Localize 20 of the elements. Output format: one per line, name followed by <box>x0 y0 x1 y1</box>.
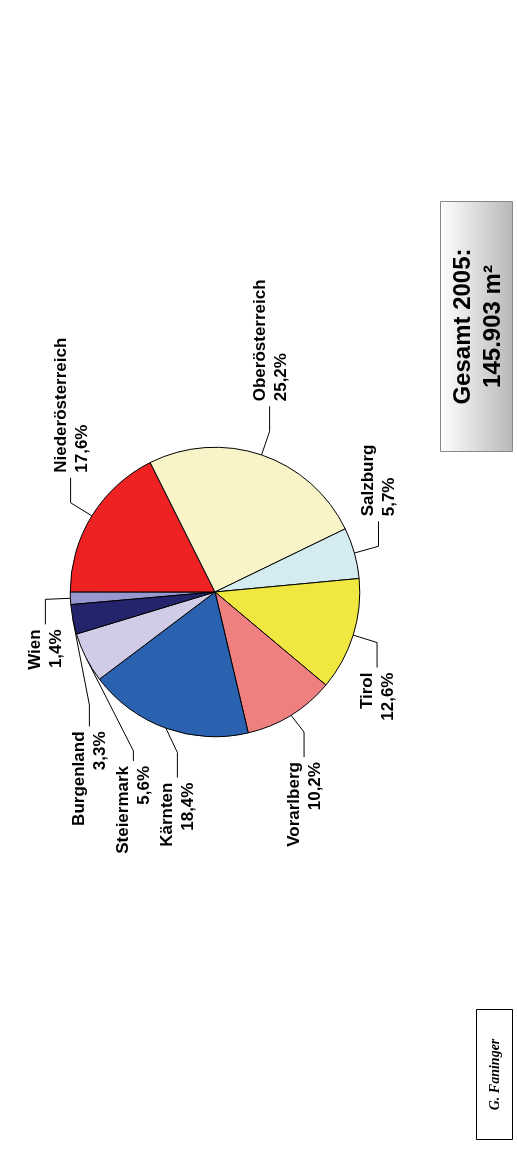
slice-label: Wien <box>25 629 45 670</box>
slice-label: Tirol <box>357 672 377 710</box>
data-label: 3,3% <box>90 731 110 771</box>
slice-label: Vorarlberg <box>284 762 304 847</box>
data-label: 12,6% <box>378 672 398 721</box>
slice-label: Burgenland <box>69 731 89 826</box>
slice-label: Niederösterreich <box>50 337 70 473</box>
text: Gesamt 2005: 145.903 m² <box>448 248 505 405</box>
data-label: 17,6% <box>71 424 91 473</box>
text: G. Faninger <box>487 1038 502 1111</box>
slice-label: Kärnten <box>157 782 177 847</box>
slice-label: Salzburg <box>358 444 378 517</box>
slice-label: Oberösterreich <box>249 279 269 402</box>
data-label: 10,2% <box>305 762 325 811</box>
data-label: 5,7% <box>379 477 399 517</box>
data-label: 18,4% <box>178 782 198 831</box>
data-label: 25,2% <box>270 353 290 402</box>
data-label: 5,6% <box>134 765 154 805</box>
slice-label: Steiermark <box>113 765 133 854</box>
data-label: 1,4% <box>46 629 66 669</box>
